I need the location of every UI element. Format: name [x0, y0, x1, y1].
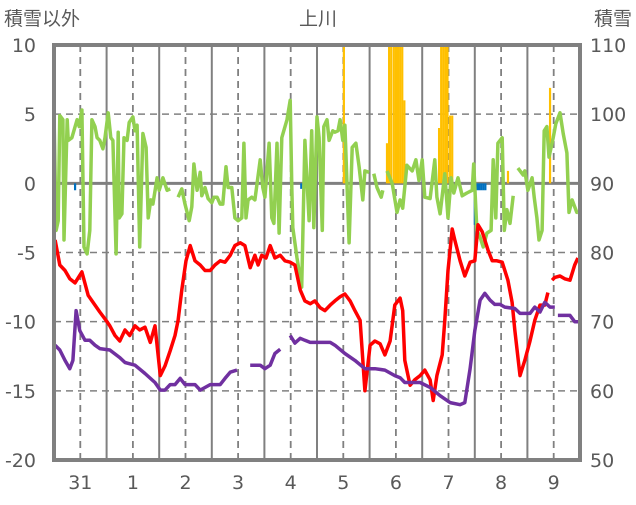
right-tick-label: 90 [590, 173, 614, 195]
plot-frame [52, 43, 582, 462]
left-tick-label: 0 [24, 173, 36, 195]
orange-bar [444, 45, 447, 184]
blue-bar [73, 183, 77, 191]
left-tick-label: -10 [5, 312, 36, 334]
left-tick-label: -15 [5, 381, 36, 403]
left-tick-label: -20 [5, 450, 36, 472]
x-tick-label: 8 [495, 472, 507, 494]
orange-bar [506, 170, 510, 184]
orange-bar [449, 115, 452, 184]
orange-bar [396, 45, 400, 184]
blue-bar [300, 183, 303, 189]
orange-bar [446, 45, 449, 184]
purple-series-line [54, 291, 580, 407]
orange-bar [440, 45, 443, 184]
right-tick-label: 80 [590, 243, 614, 265]
x-tick-label: 6 [390, 472, 402, 494]
x-tick-label: 5 [337, 472, 349, 494]
blue-bar [477, 183, 481, 191]
x-tick-label: 9 [548, 472, 560, 494]
orange-bar [437, 128, 441, 184]
blue-bar [475, 183, 479, 191]
orange-bar [388, 45, 391, 184]
x-tick-label: 3 [232, 472, 244, 494]
green-series-line [54, 98, 579, 289]
orange-bar [399, 45, 402, 184]
left-tick-label: 5 [24, 104, 36, 126]
right-tick-label: 70 [590, 312, 614, 334]
grid [54, 45, 580, 460]
blue-bar [482, 183, 485, 191]
lines [54, 98, 580, 407]
right-tick-label: 60 [590, 381, 614, 403]
orange-bar [401, 45, 404, 184]
orange-bar [442, 45, 445, 184]
orange-bar [548, 87, 552, 184]
x-tick-label: 31 [68, 472, 92, 494]
orange-bar [394, 45, 398, 184]
left-axis-title: 積雪以外 [4, 8, 80, 30]
x-tick-label: 7 [442, 472, 454, 494]
right-tick-label: 100 [590, 104, 626, 126]
left-tick-label: 10 [12, 35, 36, 57]
blue-bar [480, 183, 483, 191]
orange-bar [403, 100, 406, 184]
right-tick-label: 110 [590, 35, 626, 57]
x-tick-label: 2 [179, 472, 191, 494]
blue-bar [484, 183, 487, 191]
left-tick-label: -5 [17, 243, 36, 265]
orange-bar [390, 45, 393, 184]
x-tick-label: 4 [285, 472, 297, 494]
orange-bar [451, 115, 454, 184]
chart-title: 上川 [299, 8, 337, 30]
x-tick-label: 1 [127, 472, 139, 494]
red-series-line [54, 223, 580, 403]
right-tick-label: 50 [590, 450, 614, 472]
orange-bar [385, 143, 389, 184]
right-axis-title: 積雪 [594, 8, 632, 30]
orange-bar [342, 45, 345, 184]
orange-bar [392, 45, 395, 184]
